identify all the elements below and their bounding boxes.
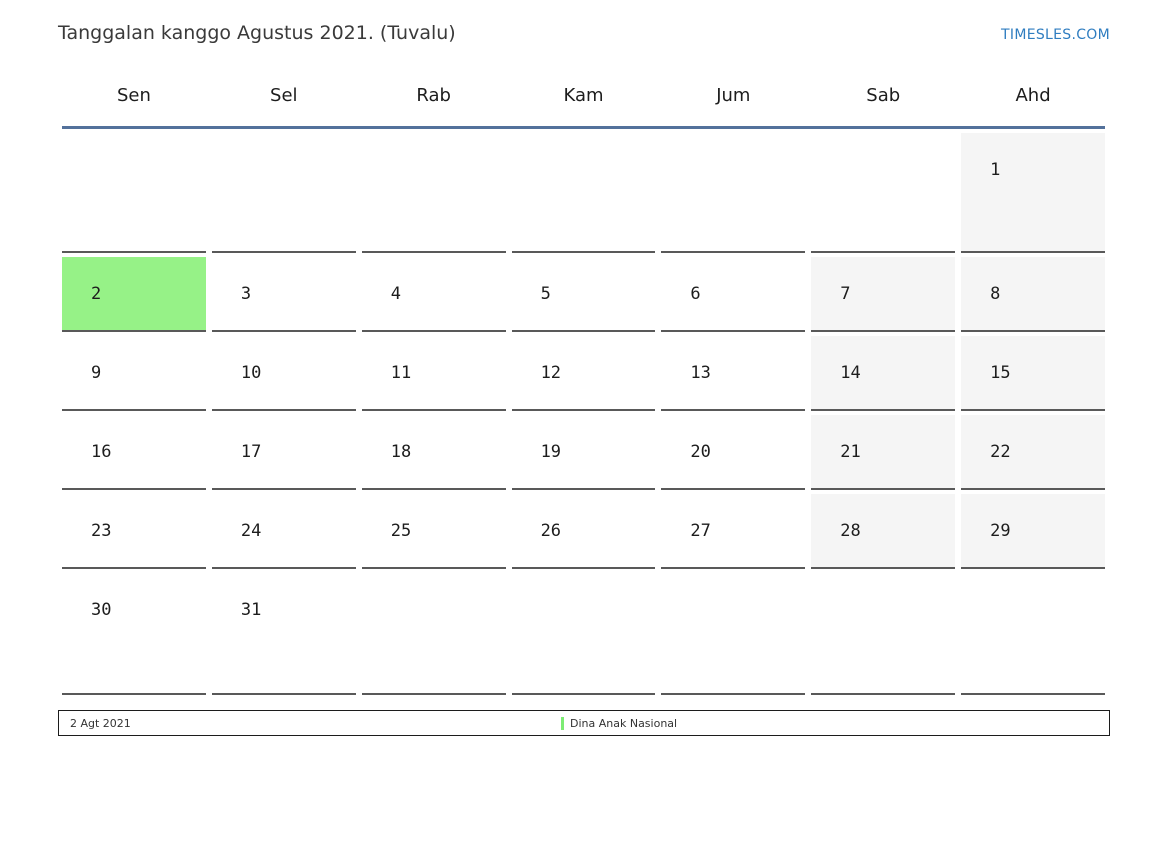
day-cell-21: 21 xyxy=(811,415,956,490)
day-number: 17 xyxy=(240,442,262,462)
calendar: Sen Sel Rab Kam Jum Sab Ahd 1 2 3 4 5 6 7 8 9 10 1… xyxy=(62,78,1105,695)
day-number: 14 xyxy=(840,363,861,383)
empty-cell xyxy=(361,573,506,695)
day-cell-15: 15 xyxy=(961,336,1105,411)
day-cell-3: 3 xyxy=(211,257,356,332)
day-cell-17: 17 xyxy=(211,415,356,490)
day-number: 28 xyxy=(840,521,861,541)
empty-cell xyxy=(661,133,806,253)
day-number: 3 xyxy=(240,284,252,304)
day-cell-25: 25 xyxy=(361,494,506,569)
day-cell-7: 7 xyxy=(811,257,956,332)
day-cell-27: 27 xyxy=(661,494,806,569)
site-link[interactable]: TIMESLES.COM xyxy=(1001,27,1110,43)
day-number: 1 xyxy=(990,160,1001,180)
day-number: 12 xyxy=(540,363,562,383)
day-cell-12: 12 xyxy=(511,336,656,411)
day-cell-4: 4 xyxy=(361,257,506,332)
empty-cell xyxy=(511,133,656,253)
day-cell-24: 24 xyxy=(211,494,356,569)
weekday-label-sab: Sab xyxy=(866,85,901,106)
weekday-label-sen: Sen xyxy=(116,85,151,106)
day-cell-23: 23 xyxy=(62,494,206,569)
day-number: 10 xyxy=(240,363,262,383)
day-cell-14: 14 xyxy=(811,336,956,411)
day-cell-10: 10 xyxy=(211,336,356,411)
day-cell-5: 5 xyxy=(511,257,656,332)
day-number: 30 xyxy=(91,600,112,620)
day-cell-19: 19 xyxy=(511,415,656,490)
empty-cell xyxy=(811,573,956,695)
day-number: 6 xyxy=(690,284,701,304)
day-number: 22 xyxy=(990,442,1011,462)
day-cell-8: 8 xyxy=(961,257,1105,332)
weekday-label-ahd: Ahd xyxy=(1015,85,1051,106)
empty-cell xyxy=(211,133,356,253)
day-cell-29: 29 xyxy=(961,494,1105,569)
legend-box: 2 Agt 2021 Dina Anak Nasional xyxy=(58,710,1110,736)
empty-cell xyxy=(811,133,956,253)
day-number: 31 xyxy=(240,600,262,620)
day-number: 7 xyxy=(840,284,851,304)
day-number: 11 xyxy=(390,363,412,383)
day-number: 9 xyxy=(91,363,102,383)
day-cell-30: 30 xyxy=(62,573,206,695)
topbar: Tanggalan kanggo Agustus 2021. (Tuvalu) … xyxy=(58,21,1110,45)
day-number: 13 xyxy=(690,363,711,383)
legend-holiday-name: Dina Anak Nasional xyxy=(570,716,678,730)
empty-cell xyxy=(511,573,656,695)
day-number: 15 xyxy=(990,363,1011,383)
day-number: 27 xyxy=(690,521,711,541)
legend-date: 2 Agt 2021 xyxy=(70,716,131,730)
day-cell-18: 18 xyxy=(361,415,506,490)
legend-holiday-item: Dina Anak Nasional xyxy=(561,711,677,735)
day-number: 24 xyxy=(240,521,262,541)
empty-cell xyxy=(961,573,1105,695)
day-number: 18 xyxy=(390,442,412,462)
empty-cell xyxy=(661,573,806,695)
day-cell-6: 6 xyxy=(661,257,806,332)
day-cell-11: 11 xyxy=(361,336,506,411)
empty-cell xyxy=(361,133,506,253)
day-number: 21 xyxy=(840,442,861,462)
weekday-label-kam: Kam xyxy=(563,85,604,106)
day-cell-26: 26 xyxy=(511,494,656,569)
day-number: 26 xyxy=(540,521,562,541)
day-cell-28: 28 xyxy=(811,494,956,569)
day-number: 25 xyxy=(390,521,412,541)
day-number: 23 xyxy=(91,521,112,541)
day-number: 19 xyxy=(540,442,562,462)
holiday-marker-icon xyxy=(561,716,564,730)
day-number: 29 xyxy=(990,521,1011,541)
day-cell-1: 1 xyxy=(961,133,1105,253)
calendar-grid: 1 2 3 4 5 6 7 8 9 10 11 12 13 14 15 16 17 18 19 20 21 22 23 24 2… xyxy=(62,133,1105,695)
weekday-header-row: Sen Sel Rab Kam Jum Sab Ahd xyxy=(62,78,1105,129)
day-number: 2 xyxy=(91,284,102,304)
day-cell-31: 31 xyxy=(211,573,356,695)
empty-cell xyxy=(62,133,206,253)
day-number: 8 xyxy=(990,284,1001,304)
day-number: 16 xyxy=(91,442,112,462)
day-cell-13: 13 xyxy=(661,336,806,411)
day-cell-9: 9 xyxy=(62,336,206,411)
day-number: 4 xyxy=(390,284,401,304)
weekday-label-rab: Rab xyxy=(416,85,451,106)
day-number: 5 xyxy=(540,284,551,304)
day-cell-16: 16 xyxy=(62,415,206,490)
day-cell-22: 22 xyxy=(961,415,1105,490)
page-title: Tanggalan kanggo Agustus 2021. (Tuvalu) xyxy=(58,22,456,44)
weekday-label-sel: Sel xyxy=(270,85,298,106)
day-cell-20: 20 xyxy=(661,415,806,490)
weekday-label-jum: Jum xyxy=(716,85,751,106)
day-number: 20 xyxy=(690,442,711,462)
day-cell-2: 2 xyxy=(62,257,206,332)
